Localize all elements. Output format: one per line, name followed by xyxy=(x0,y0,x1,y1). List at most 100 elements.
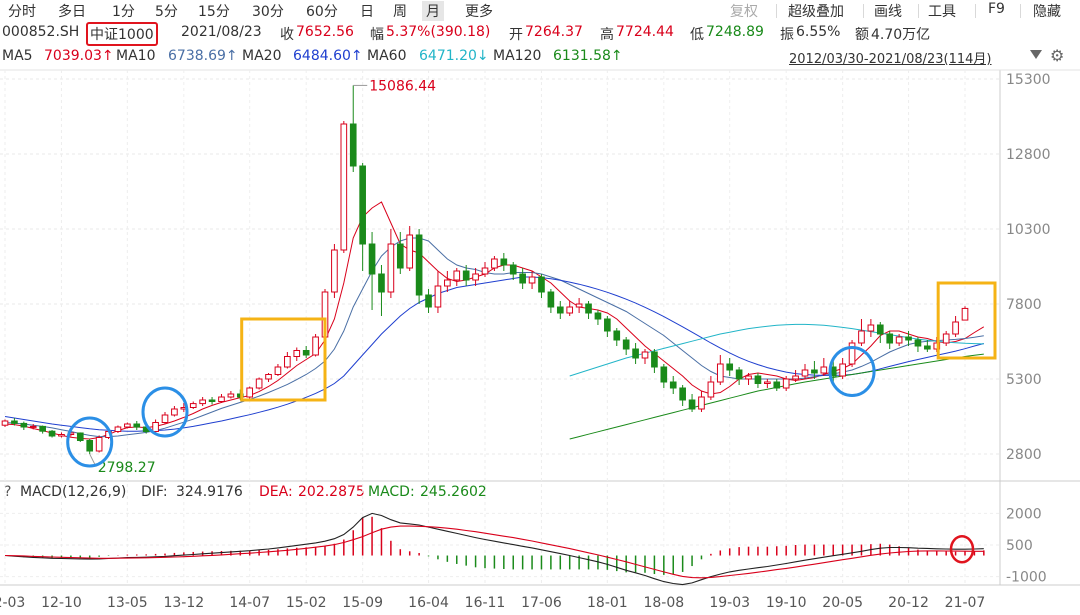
candle-body xyxy=(538,276,545,293)
candle-body xyxy=(425,294,432,308)
draw-line-button[interactable]: 画线 xyxy=(874,4,902,20)
candle-body xyxy=(95,437,103,452)
tab-multi-day[interactable]: 多日 xyxy=(58,4,86,20)
x-tick-label: 12-10 xyxy=(41,595,82,611)
security-name: 中证1000 xyxy=(86,22,158,46)
change-label: 幅 xyxy=(370,27,384,43)
candle-body xyxy=(764,381,771,384)
tab-60min[interactable]: 60分 xyxy=(306,4,338,20)
macd-legend: ? MACD(12,26,9) DIF: 324.9176 DEA: 202.2… xyxy=(0,483,1000,503)
candle-body xyxy=(293,350,301,357)
amplitude-value: 6.55% xyxy=(796,24,841,40)
candle-body xyxy=(726,363,734,371)
settings-gear-icon[interactable]: ⚙ xyxy=(1050,46,1065,65)
candle-body xyxy=(858,330,865,344)
separator xyxy=(863,4,864,18)
ma20-label: MA20 xyxy=(242,48,282,64)
candle-body xyxy=(886,333,894,344)
ma10-value: 6738.69↑ xyxy=(168,48,238,64)
x-tick-label: 20-12 xyxy=(888,595,929,611)
candle-body xyxy=(331,249,338,293)
candle-body xyxy=(566,306,574,314)
adjust-button[interactable]: 复权 xyxy=(730,4,758,20)
x-tick-label: 13-12 xyxy=(163,595,204,611)
ma120-label: MA120 xyxy=(493,48,542,64)
price-tick-label: 15300 xyxy=(1006,72,1051,88)
high-value: 7724.44 xyxy=(616,24,674,40)
tab-month[interactable]: 月 xyxy=(422,1,444,21)
period-toolbar: 分时 多日 1分 5分 15分 30分 60分 日 周 月 更多 复权 超级叠加… xyxy=(0,0,1080,22)
tab-more[interactable]: 更多 xyxy=(465,4,493,20)
macd-tick-label: 2000 xyxy=(1006,506,1042,522)
candle-body xyxy=(547,291,555,308)
ma20-line xyxy=(4,276,984,432)
candle-body xyxy=(481,267,489,275)
dropdown-arrow-icon[interactable] xyxy=(1030,50,1042,59)
candle-body xyxy=(359,165,366,245)
candle-body xyxy=(86,440,94,452)
dea-value: 202.2875 xyxy=(298,484,365,500)
candle-body xyxy=(406,234,414,269)
x-tick-label: 19-10 xyxy=(766,595,807,611)
f9-button[interactable]: F9 xyxy=(988,1,1005,17)
candle-body xyxy=(368,243,376,275)
candle-body xyxy=(20,422,28,428)
candle-body xyxy=(434,285,442,308)
candle-body xyxy=(632,348,639,359)
ma60-line xyxy=(569,323,984,377)
highlight-circle xyxy=(141,386,189,438)
candle-body xyxy=(698,396,705,410)
candle-body xyxy=(76,432,84,441)
x-tick-label: 18-01 xyxy=(587,595,628,611)
close-value: 7652.56 xyxy=(296,24,354,40)
tab-15min[interactable]: 15分 xyxy=(198,4,230,20)
tab-minute[interactable]: 分时 xyxy=(8,4,36,20)
hide-button[interactable]: 隐藏 xyxy=(1033,4,1061,20)
tools-button[interactable]: 工具 xyxy=(928,4,956,20)
ma120-value: 6131.58↑ xyxy=(553,48,623,64)
separator xyxy=(918,4,919,18)
tab-30min[interactable]: 30分 xyxy=(252,4,284,20)
help-icon[interactable]: ? xyxy=(4,484,12,500)
candle-body xyxy=(905,336,912,341)
low-value: 7248.89 xyxy=(706,24,764,40)
candle-body xyxy=(387,243,395,293)
grid xyxy=(0,69,1080,586)
candle-body xyxy=(171,408,178,416)
candle-body xyxy=(472,273,479,281)
candle-body xyxy=(801,369,809,377)
candle-body xyxy=(509,264,517,275)
dif-line xyxy=(4,512,984,586)
candle-body xyxy=(284,356,291,368)
annotations: 15086.44 2798.27 xyxy=(66,78,997,476)
candle-body xyxy=(895,336,903,344)
candle-body xyxy=(265,374,272,380)
separator xyxy=(1020,4,1021,18)
amount-label: 额 xyxy=(855,27,869,43)
candle-body xyxy=(792,375,799,380)
highlight-box xyxy=(936,281,997,360)
candle-body xyxy=(556,306,564,314)
tab-5min[interactable]: 5分 xyxy=(155,4,178,20)
macd-title[interactable]: MACD(12,26,9) xyxy=(20,484,127,500)
candle-body xyxy=(274,366,282,375)
date-range-selector[interactable]: 2012/03/30-2021/08/23(114月) xyxy=(789,52,992,67)
tab-1min[interactable]: 1分 xyxy=(112,4,135,20)
macd-tick-label: 500 xyxy=(1006,538,1033,554)
tab-day[interactable]: 日 xyxy=(360,4,374,20)
super-overlay-button[interactable]: 超级叠加 xyxy=(788,4,844,20)
x-tick-label: 12-03 xyxy=(0,595,25,611)
macd-panel: 2000 500 -1000 xyxy=(0,506,1047,586)
candle-body xyxy=(754,375,762,384)
candle-body xyxy=(585,303,592,314)
candle-body xyxy=(500,258,508,266)
high-annotation: 15086.44 xyxy=(369,78,436,94)
candle-body xyxy=(924,345,931,350)
ma5-value: 7039.03↑ xyxy=(44,48,114,64)
candle-body xyxy=(961,307,969,321)
candle-body xyxy=(782,378,790,389)
tab-week[interactable]: 周 xyxy=(393,4,407,20)
candle-body xyxy=(622,339,630,350)
candle-body xyxy=(114,426,122,432)
